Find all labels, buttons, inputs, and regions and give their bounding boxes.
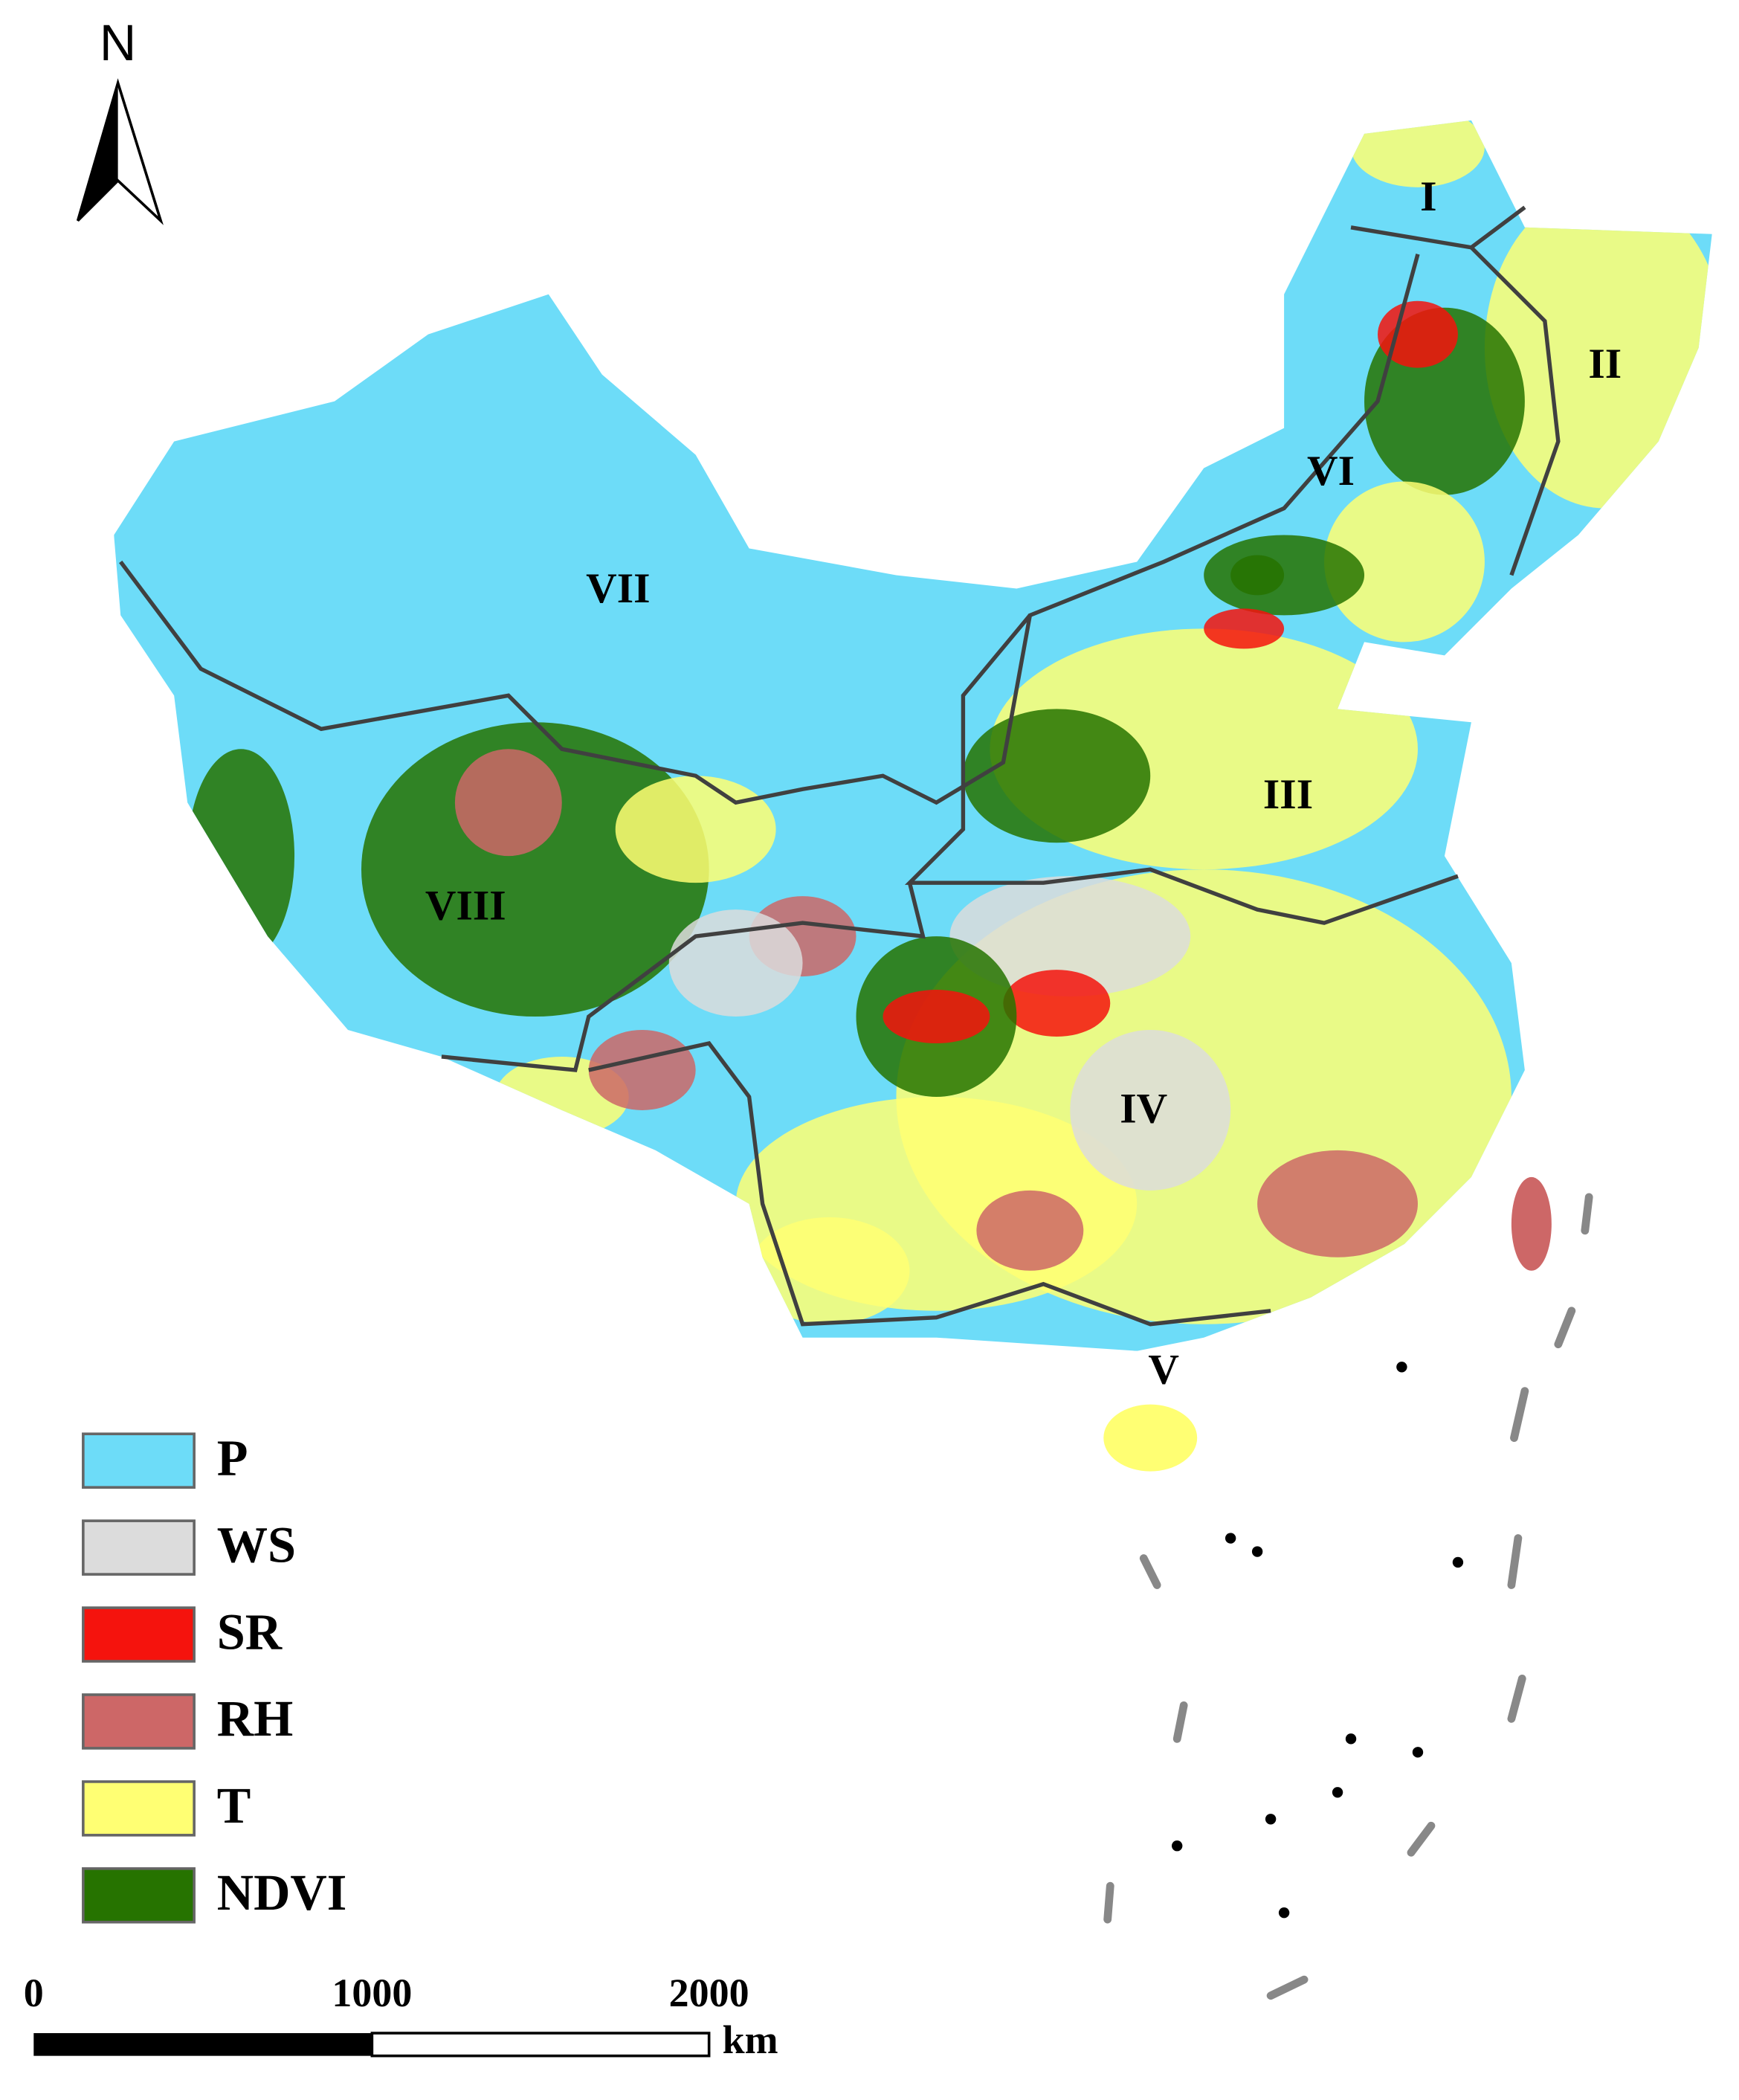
dash xyxy=(1554,1307,1576,1349)
islands xyxy=(1103,1176,1552,1919)
legend-swatch xyxy=(82,1519,196,1576)
dash xyxy=(1507,1675,1526,1723)
region-label: I xyxy=(1420,173,1436,220)
dash xyxy=(1407,1821,1436,1857)
scale-black xyxy=(33,2033,372,2056)
island xyxy=(1265,1814,1277,1825)
patch xyxy=(749,1217,910,1324)
region-label: II xyxy=(1588,341,1622,387)
patch xyxy=(963,709,1151,843)
island xyxy=(1251,1546,1263,1557)
region-label: III xyxy=(1263,771,1313,818)
patch xyxy=(588,1030,696,1110)
scale-label: 0 xyxy=(24,1971,44,2015)
patch xyxy=(361,722,709,1017)
land xyxy=(114,120,1712,1351)
legend-swatch xyxy=(82,1780,196,1837)
dash xyxy=(1510,1387,1529,1443)
legend-swatch xyxy=(82,1693,196,1750)
island xyxy=(1345,1733,1357,1745)
patch xyxy=(187,749,295,964)
patch xyxy=(1230,555,1285,596)
region-boundaries xyxy=(119,205,1561,1327)
patch xyxy=(615,776,776,883)
north-label: N xyxy=(100,15,136,71)
region-label: VII xyxy=(586,565,650,612)
dash xyxy=(1266,1975,1309,2000)
scale-label: 2000 xyxy=(669,1971,749,2015)
patch xyxy=(976,1190,1084,1271)
patch xyxy=(1070,1030,1231,1191)
dash xyxy=(1139,1554,1161,1589)
legend-swatch xyxy=(82,1432,196,1489)
patch xyxy=(1351,120,1485,187)
legend-label: WS xyxy=(217,1516,296,1573)
north-arrow-half xyxy=(77,83,118,221)
legend-swatch xyxy=(82,1606,196,1663)
legend-label: T xyxy=(217,1777,251,1834)
island xyxy=(1332,1787,1343,1798)
scale-white xyxy=(370,2032,711,2058)
dash xyxy=(1507,1534,1523,1589)
patch xyxy=(1378,300,1458,368)
dash xyxy=(1581,1193,1593,1235)
region-label: V xyxy=(1148,1346,1179,1393)
patch xyxy=(883,990,990,1044)
dash xyxy=(1172,1701,1188,1743)
region-label: IV xyxy=(1120,1086,1167,1133)
island xyxy=(1412,1747,1424,1758)
region-label: VI xyxy=(1307,448,1355,495)
boundary xyxy=(441,882,926,1072)
patch xyxy=(1003,970,1111,1037)
legend-label: NDVI xyxy=(217,1864,347,1921)
region-label: VIII xyxy=(425,882,506,929)
boundary xyxy=(119,254,1420,805)
scale-unit: km xyxy=(723,2017,778,2062)
boundary xyxy=(1470,245,1561,576)
island xyxy=(1452,1556,1464,1568)
patch xyxy=(1324,481,1485,642)
dashed-line xyxy=(1103,1193,1593,2000)
island xyxy=(1278,1907,1290,1919)
patch xyxy=(949,876,1191,997)
patch xyxy=(1204,608,1285,649)
legend-label: RH xyxy=(217,1690,294,1747)
dash xyxy=(1103,1881,1114,1924)
legend-label: P xyxy=(217,1429,248,1486)
island xyxy=(1172,1840,1183,1852)
patch xyxy=(454,749,562,857)
island xyxy=(1396,1362,1407,1373)
legend: P WS SR RH T NDVI xyxy=(82,1429,347,1924)
hainan xyxy=(1103,1404,1198,1472)
boundary xyxy=(904,613,1459,925)
taiwan xyxy=(1511,1176,1552,1271)
legend-swatch xyxy=(82,1867,196,1924)
scale-label: 1000 xyxy=(332,1971,412,2015)
island xyxy=(1225,1533,1236,1544)
patch xyxy=(1257,1150,1418,1257)
legend-label: SR xyxy=(217,1603,283,1660)
boundary xyxy=(588,1040,1271,1327)
